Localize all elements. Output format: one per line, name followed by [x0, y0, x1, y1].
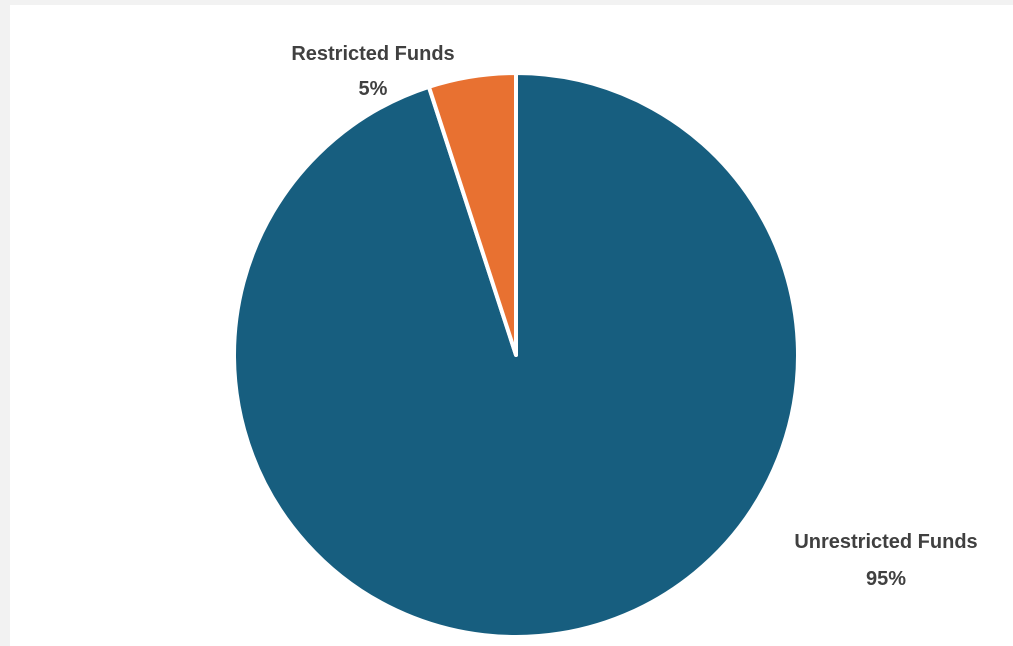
- label-restricted-value: 5%: [359, 78, 388, 100]
- pie-chart: Restricted Funds 5% Unrestricted Funds 9…: [10, 5, 1013, 646]
- label-unrestricted-name: Unrestricted Funds: [794, 531, 977, 553]
- label-unrestricted-value: 95%: [866, 568, 906, 590]
- label-restricted-name: Restricted Funds: [291, 43, 454, 65]
- chart-area: Restricted Funds 5% Unrestricted Funds 9…: [10, 5, 1013, 646]
- pie-slices: [234, 73, 798, 637]
